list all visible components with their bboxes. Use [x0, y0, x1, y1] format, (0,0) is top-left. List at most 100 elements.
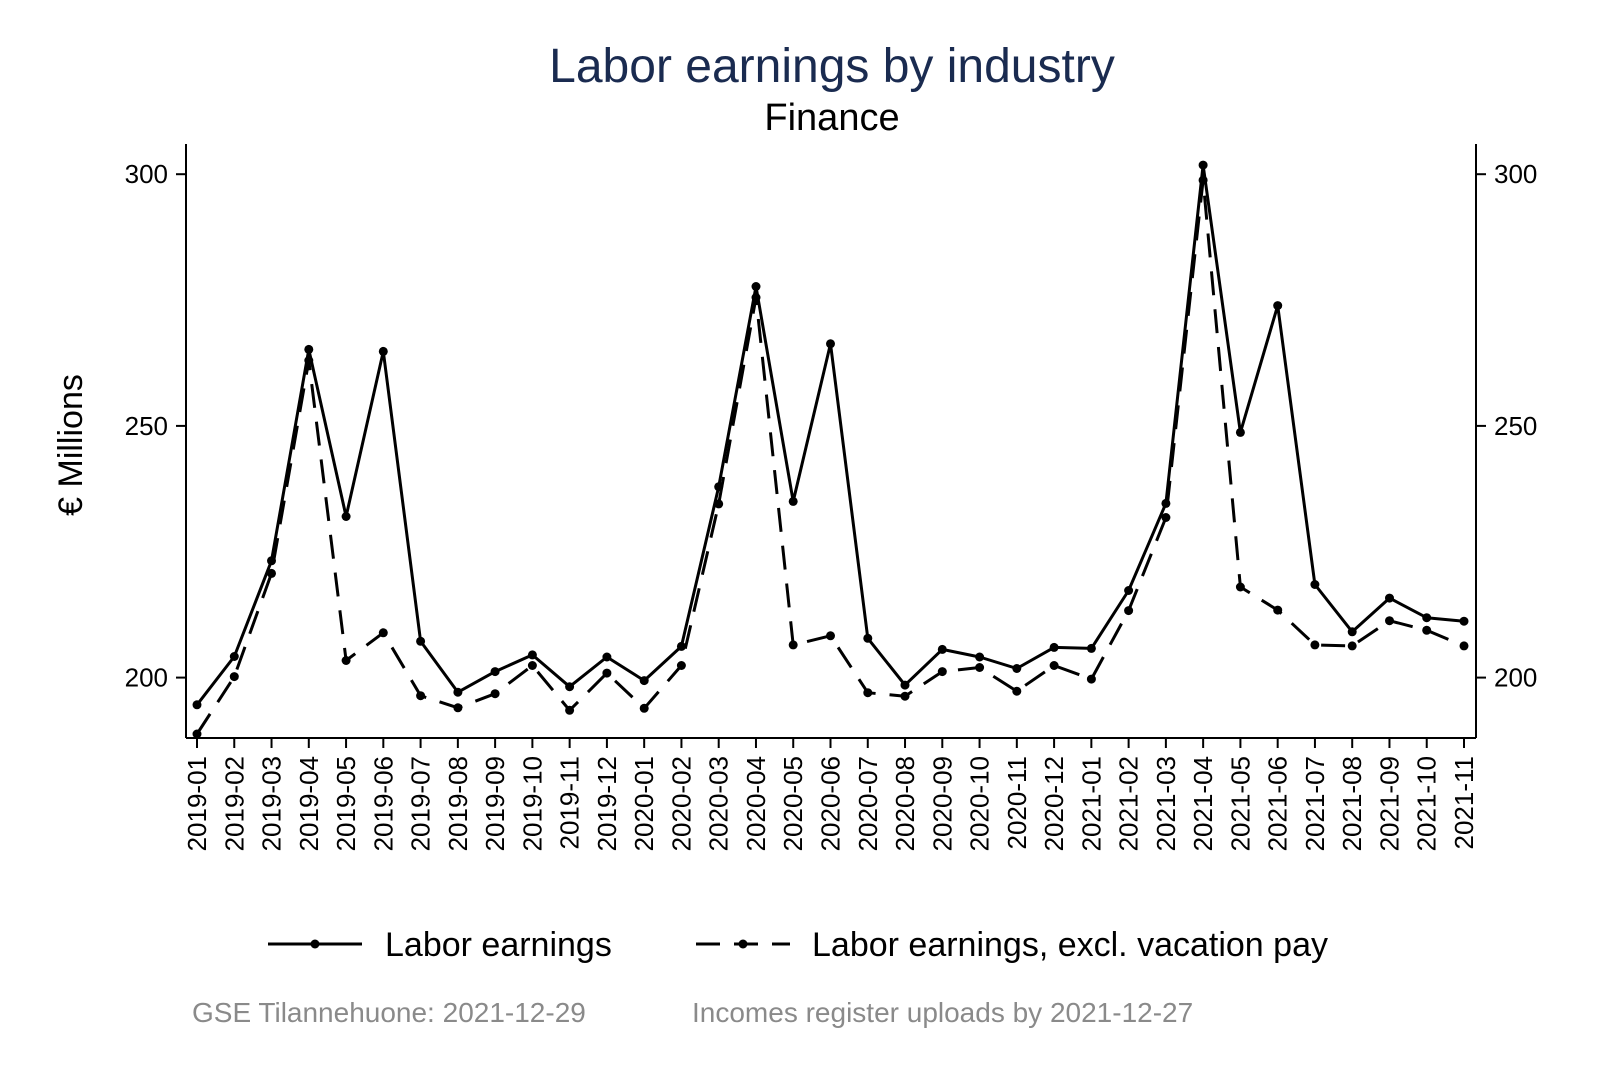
data-point — [416, 636, 426, 646]
data-point — [341, 656, 351, 665]
x-tick-label: 2020-01 — [629, 756, 659, 851]
data-point — [1124, 586, 1134, 595]
data-point — [1310, 640, 1320, 650]
data-point — [229, 672, 239, 682]
x-tick-label: 2021-09 — [1374, 756, 1404, 851]
data-point — [378, 628, 388, 638]
chart-subtitle: Finance — [764, 97, 899, 139]
legend-marker-dashed — [738, 939, 748, 949]
data-point — [1235, 582, 1245, 592]
data-point — [1459, 641, 1469, 651]
data-point — [975, 663, 985, 672]
data-point — [1385, 593, 1394, 603]
x-tick-label: 2021-03 — [1151, 756, 1181, 851]
data-point — [490, 667, 500, 677]
x-tick-label: 2020-11 — [1002, 756, 1032, 850]
x-tick-label: 2019-01 — [182, 756, 212, 851]
data-point — [453, 703, 463, 713]
x-tick-label: 2021-07 — [1300, 756, 1330, 851]
data-point — [676, 661, 686, 670]
y-tick-label-right: 250 — [1494, 411, 1537, 441]
y-tick-label-left: 200 — [125, 663, 168, 693]
data-point — [1198, 175, 1208, 185]
legend-label-excl-vacation: Labor earnings, excl. vacation pay — [812, 926, 1328, 964]
x-tick-label: 2021-01 — [1076, 756, 1106, 851]
y-tick-label-left: 300 — [125, 159, 168, 189]
data-point — [900, 691, 910, 701]
data-point — [788, 640, 798, 650]
data-point — [565, 705, 575, 715]
data-point — [639, 703, 649, 713]
x-tick-label: 2021-10 — [1412, 756, 1442, 851]
data-point — [602, 668, 612, 678]
x-tick-label: 2020-09 — [927, 756, 957, 851]
y-tick-label-right: 200 — [1494, 663, 1537, 693]
y-axis-label: € Millions — [52, 374, 90, 516]
x-tick-label: 2020-07 — [853, 756, 883, 851]
x-tick-label: 2019-10 — [517, 756, 547, 851]
x-tick-label: 2020-03 — [704, 756, 734, 851]
legend-label-labor-earnings: Labor earnings — [385, 926, 612, 964]
data-point — [341, 512, 351, 521]
data-point — [863, 688, 873, 698]
x-tick-label: 2020-05 — [778, 756, 808, 851]
data-point — [565, 682, 575, 692]
x-tick-label: 2019-09 — [480, 756, 510, 851]
data-point — [602, 652, 612, 662]
data-point — [1310, 580, 1320, 589]
data-point — [1086, 674, 1096, 684]
x-tick-label: 2019-02 — [219, 756, 249, 851]
data-point — [937, 667, 947, 677]
data-point — [1422, 613, 1432, 623]
data-point — [490, 689, 500, 699]
data-point — [1273, 605, 1283, 615]
data-point — [1012, 664, 1022, 673]
data-point — [1124, 606, 1134, 616]
data-point — [229, 652, 239, 661]
x-tick-label: 2019-11 — [555, 756, 585, 850]
data-point — [416, 691, 426, 701]
x-tick-label: 2021-11 — [1449, 756, 1479, 850]
data-point — [1049, 642, 1059, 652]
series-excl-vacation-pay — [192, 175, 1469, 739]
data-point — [639, 676, 649, 686]
series-labor-earnings — [192, 160, 1469, 710]
data-point — [1198, 160, 1208, 170]
data-point — [714, 499, 724, 509]
data-point — [1049, 661, 1059, 670]
x-tick-label: 2021-02 — [1114, 756, 1144, 851]
source-note: GSE Tilannehuone: 2021-12-29 — [192, 997, 586, 1028]
data-point — [1385, 616, 1394, 626]
data-point — [751, 282, 761, 291]
data-point — [826, 631, 835, 641]
data-point — [975, 652, 985, 662]
data-point — [527, 650, 537, 660]
x-tick-label: 2019-12 — [592, 756, 622, 851]
series-line — [195, 178, 1465, 735]
data-point — [1161, 513, 1171, 522]
data-point — [192, 700, 202, 710]
y-tick-label-left: 250 — [125, 411, 168, 441]
chart-title: Labor earnings by industry — [549, 40, 1115, 93]
data-point — [676, 641, 686, 651]
x-tick-label: 2019-03 — [257, 756, 287, 851]
axes — [185, 144, 1477, 739]
x-tick-label: 2019-05 — [331, 756, 361, 851]
x-tick-label: 2020-10 — [965, 756, 995, 851]
upload-note: Incomes register uploads by 2021-12-27 — [692, 997, 1193, 1028]
data-point — [826, 339, 835, 349]
x-tick-label: 2020-06 — [816, 756, 846, 851]
data-point — [1347, 641, 1357, 651]
data-point — [378, 346, 388, 356]
x-tick-label: 2021-04 — [1188, 756, 1218, 851]
x-tick-label: 2020-04 — [741, 756, 771, 851]
series-layer — [192, 160, 1469, 739]
data-point — [1459, 616, 1469, 626]
data-point — [527, 661, 537, 670]
data-point — [900, 680, 910, 690]
x-tick-label: 2019-07 — [406, 756, 436, 851]
data-point — [1347, 627, 1357, 637]
x-tick-label: 2020-02 — [666, 756, 696, 851]
